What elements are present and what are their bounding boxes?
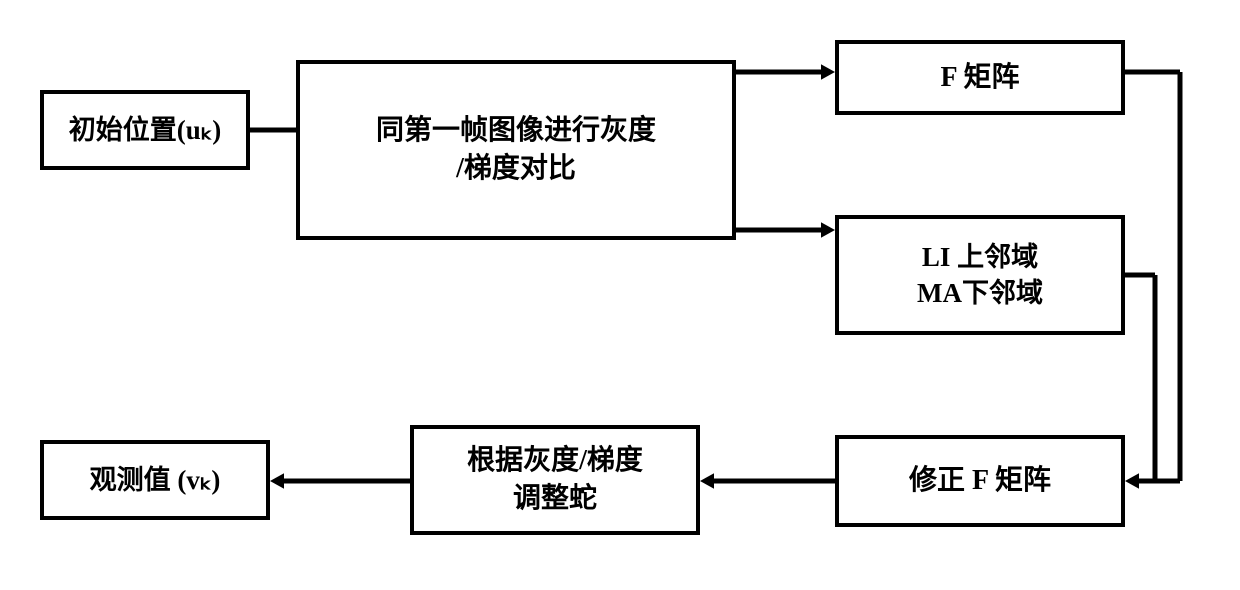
node-start-label: 初始位置(uₖ) — [69, 112, 222, 148]
node-observe: 观测值 (vₖ) — [40, 440, 270, 520]
node-adjust-label: 根据灰度/梯度调整蛇 — [467, 442, 643, 518]
node-start: 初始位置(uₖ) — [40, 90, 250, 170]
node-adjust: 根据灰度/梯度调整蛇 — [410, 425, 700, 535]
node-compare-label: 同第一帧图像进行灰度/梯度对比 — [376, 112, 656, 188]
node-fmatrix: F 矩阵 — [835, 40, 1125, 115]
node-correctF-label: 修正 F 矩阵 — [909, 462, 1051, 500]
node-fmatrix-label: F 矩阵 — [940, 59, 1019, 97]
node-neighborhood: LI 上邻域MA下邻域 — [835, 215, 1125, 335]
node-correctF: 修正 F 矩阵 — [835, 435, 1125, 527]
node-compare: 同第一帧图像进行灰度/梯度对比 — [296, 60, 736, 240]
node-observe-label: 观测值 (vₖ) — [90, 462, 221, 498]
node-neighborhood-label: LI 上邻域MA下邻域 — [917, 239, 1043, 312]
